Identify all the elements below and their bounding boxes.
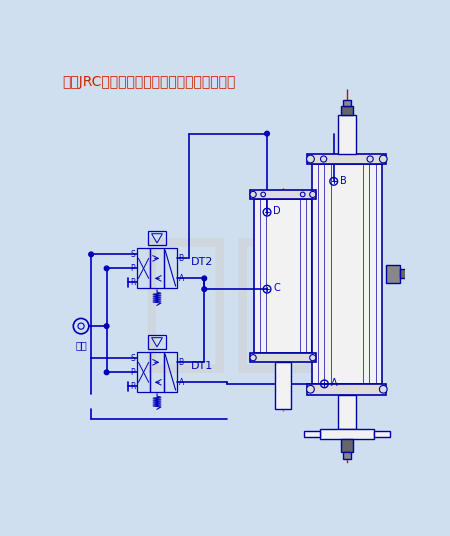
Circle shape bbox=[310, 355, 316, 361]
Bar bbox=[150, 248, 164, 288]
Text: P: P bbox=[130, 264, 135, 273]
Circle shape bbox=[265, 131, 270, 136]
Text: 玖容JRC总行程可调型气液增压缸气路连接图: 玖容JRC总行程可调型气液增压缸气路连接图 bbox=[63, 75, 236, 89]
Text: C: C bbox=[273, 284, 280, 293]
Bar bbox=[304, 431, 320, 437]
Circle shape bbox=[379, 155, 387, 163]
Bar bbox=[250, 353, 316, 362]
Text: D: D bbox=[273, 206, 281, 217]
Text: B: B bbox=[179, 358, 184, 367]
Text: A: A bbox=[331, 378, 337, 388]
Text: S: S bbox=[130, 250, 135, 259]
Bar bbox=[307, 384, 387, 394]
Text: S: S bbox=[130, 354, 135, 363]
Text: DT1: DT1 bbox=[191, 361, 213, 371]
Bar bbox=[137, 248, 150, 288]
Circle shape bbox=[306, 155, 315, 163]
Circle shape bbox=[202, 276, 207, 281]
Bar bbox=[307, 154, 387, 165]
Bar bbox=[312, 165, 382, 384]
Bar bbox=[343, 452, 351, 459]
Text: 玖容: 玖容 bbox=[139, 228, 322, 377]
Bar bbox=[164, 352, 177, 392]
Text: B: B bbox=[340, 176, 346, 185]
Bar bbox=[341, 106, 353, 115]
Text: P: P bbox=[130, 368, 135, 377]
Text: 气源: 气源 bbox=[75, 340, 87, 350]
Bar bbox=[374, 431, 390, 437]
Bar bbox=[150, 352, 164, 392]
Bar bbox=[387, 265, 400, 283]
Text: R: R bbox=[130, 382, 135, 391]
Circle shape bbox=[367, 156, 373, 162]
Circle shape bbox=[202, 287, 207, 292]
Bar bbox=[338, 394, 356, 429]
Bar bbox=[341, 438, 353, 452]
Circle shape bbox=[379, 385, 387, 393]
Circle shape bbox=[89, 252, 94, 257]
Circle shape bbox=[301, 192, 305, 197]
Text: R: R bbox=[130, 278, 135, 287]
Bar bbox=[148, 336, 166, 349]
Bar bbox=[275, 362, 291, 408]
Circle shape bbox=[306, 385, 315, 393]
Bar bbox=[164, 248, 177, 288]
Circle shape bbox=[261, 192, 266, 197]
Bar bbox=[338, 115, 356, 154]
Text: DT2: DT2 bbox=[191, 257, 213, 267]
Bar bbox=[148, 232, 166, 245]
Circle shape bbox=[104, 266, 109, 271]
Bar bbox=[250, 190, 316, 199]
Bar bbox=[343, 100, 351, 106]
Text: B: B bbox=[179, 254, 184, 263]
Circle shape bbox=[250, 355, 256, 361]
Bar bbox=[254, 199, 312, 353]
Circle shape bbox=[310, 191, 316, 198]
Bar bbox=[320, 429, 374, 438]
Circle shape bbox=[104, 324, 109, 329]
Text: A: A bbox=[179, 274, 184, 283]
Circle shape bbox=[104, 370, 109, 375]
Bar bbox=[137, 352, 150, 392]
Bar bbox=[400, 269, 406, 278]
Text: A: A bbox=[179, 378, 184, 387]
Circle shape bbox=[320, 156, 327, 162]
Circle shape bbox=[250, 191, 256, 198]
